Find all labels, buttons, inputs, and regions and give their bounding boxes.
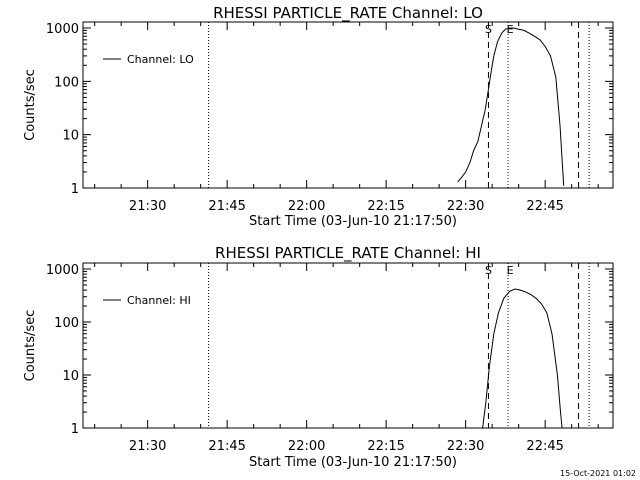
y-axis-label: Counts/sec [23,69,38,141]
y-tick-label: 100 [54,316,79,331]
legend-label: Channel: HI [127,294,191,307]
annotation-e: E [507,23,514,36]
x-tick-label: 21:30 [129,439,166,454]
plot-frame [82,21,614,189]
footer-timestamp: 15-Oct-2021 01:02 [560,469,636,478]
y-tick-label: 1000 [46,22,79,37]
x-tick-label: 22:00 [288,199,325,214]
legend-label: Channel: LO [127,53,194,66]
y-tick-label: 10 [62,129,79,144]
x-tick-label: 22:45 [526,199,563,214]
annotation-s: S [485,23,492,36]
y-tick-label: 100 [54,75,79,90]
x-tick-label: 21:30 [129,199,166,214]
y-axis-label: Counts/sec [23,310,38,382]
x-axis-label: Start Time (03-Jun-10 21:17:50) [249,214,457,229]
y-tick-label: 1 [71,182,79,197]
plot-frame [82,262,614,429]
x-tick-label: 22:15 [367,199,404,214]
y-tick-label: 1 [71,422,79,437]
y-tick-label: 1000 [46,263,79,278]
x-axis-label: Start Time (03-Jun-10 21:17:50) [249,455,457,470]
y-tick-label: 10 [62,369,79,384]
x-tick-label: 21:45 [208,199,245,214]
annotation-e: E [507,264,514,277]
series-line [482,288,563,429]
chart-panel-2: RHESSI PARTICLE_RATE Channel: HI 1 10 100 10… [23,244,614,470]
chart-panel-1: RHESSI PARTICLE_RATE Channel: LO 1 10 100 10… [23,4,614,229]
x-tick-label: 22:15 [367,439,404,454]
chart-title: RHESSI PARTICLE_RATE Channel: HI [215,244,481,263]
chart-title: RHESSI PARTICLE_RATE Channel: LO [213,4,483,23]
x-tick-label: 21:45 [208,439,245,454]
series-line [457,27,565,186]
x-tick-label: 22:30 [447,199,484,214]
x-tick-label: 22:00 [288,439,325,454]
x-tick-label: 22:45 [526,439,563,454]
annotation-s: S [485,264,492,277]
x-tick-label: 22:30 [447,439,484,454]
